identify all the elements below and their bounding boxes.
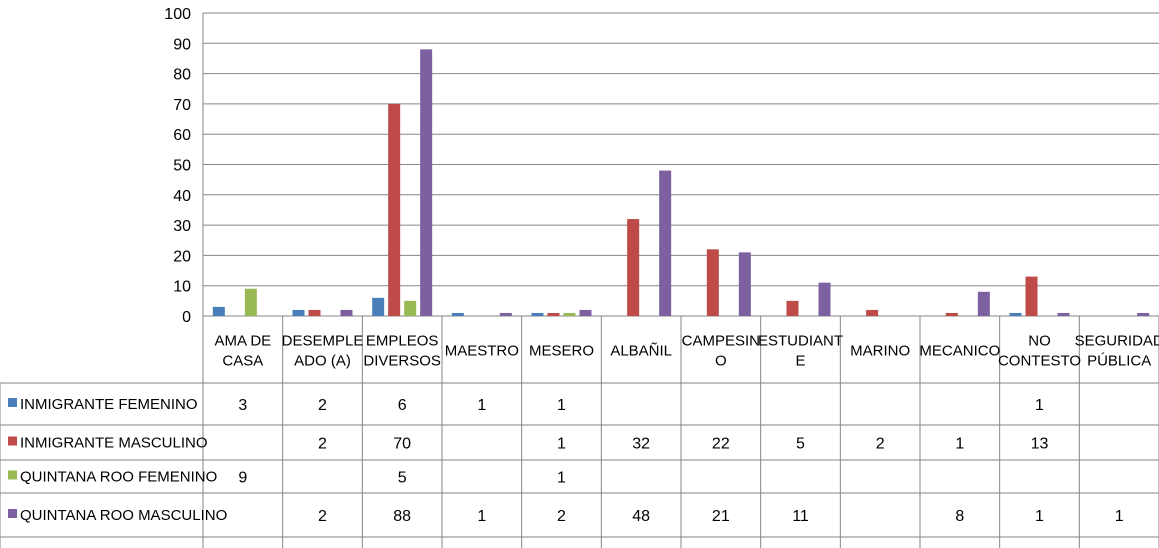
- table-cell-value: 3: [238, 397, 247, 414]
- table-cell-value: 2: [318, 508, 327, 525]
- legend-swatch: [8, 470, 17, 480]
- bar: [1009, 312, 1022, 316]
- legend-label: QUINTANA ROO FEMENINO: [20, 469, 217, 486]
- bar: [547, 312, 560, 316]
- y-tick-label: 30: [173, 218, 191, 235]
- table-cell-value: 21: [712, 508, 730, 525]
- category-label: O: [715, 353, 727, 370]
- bar: [977, 291, 990, 316]
- table-cell-value: 5: [796, 436, 805, 453]
- category-label: MESERO: [529, 343, 594, 360]
- category-label: DIVERSOS: [363, 353, 441, 370]
- table-cell-value: 88: [393, 508, 411, 525]
- bar: [1137, 312, 1150, 316]
- legend-label: INMIGRANTE FEMENINO: [20, 396, 198, 413]
- category-label: E: [795, 353, 805, 370]
- category-label: CASA: [222, 353, 263, 370]
- table-cell-value: 1: [1035, 397, 1044, 414]
- category-label: MARINO: [850, 343, 910, 360]
- bar: [531, 312, 544, 316]
- bar: [1057, 312, 1070, 316]
- bar: [738, 252, 751, 316]
- legend-label: QUINTANA ROO MASCULINO: [20, 507, 227, 524]
- bar: [451, 312, 464, 316]
- bar: [563, 312, 576, 316]
- table-cell-value: 48: [632, 508, 650, 525]
- y-tick-label: 80: [173, 67, 191, 84]
- category-label: ALBAÑIL: [610, 343, 672, 360]
- y-tick-label: 0: [182, 309, 191, 326]
- table-cell-value: 1: [557, 397, 566, 414]
- bar: [404, 300, 417, 316]
- bar: [372, 297, 385, 316]
- table-cell-value: 6: [398, 397, 407, 414]
- table-cell-value: 2: [876, 436, 885, 453]
- bar: [388, 103, 401, 317]
- category-label: NO: [1028, 333, 1051, 350]
- bar: [420, 49, 433, 317]
- y-tick-label: 40: [173, 188, 191, 205]
- y-tick-label: 20: [173, 248, 191, 265]
- table-cell-value: 2: [318, 436, 327, 453]
- table-cell-value: 8: [955, 508, 964, 525]
- table-cell-value: 11: [792, 508, 809, 525]
- legend-label: INMIGRANTE MASCULINO: [20, 435, 208, 452]
- y-tick-label: 60: [173, 127, 191, 144]
- category-label: SEGURIDAD: [1075, 333, 1159, 350]
- bar: [627, 219, 640, 316]
- table-cell-value: 2: [318, 397, 327, 414]
- category-label: CONTESTO: [998, 353, 1081, 370]
- table-cell-value: 5: [398, 470, 407, 487]
- bar: [212, 306, 225, 316]
- table-cell-value: 1: [477, 508, 486, 525]
- y-tick-label: 70: [173, 97, 191, 114]
- table-cell-value: 32: [632, 436, 650, 453]
- bar: [340, 309, 353, 316]
- category-label: DESEMPLE: [282, 333, 364, 350]
- table-cell-value: 1: [1035, 508, 1044, 525]
- bar: [292, 309, 305, 316]
- table-cell-value: 1: [557, 470, 566, 487]
- category-label: CAMPESIN: [682, 333, 760, 350]
- bar: [659, 170, 672, 316]
- legend-swatch: [8, 436, 17, 446]
- table-cell-value: 9: [238, 470, 247, 487]
- bar: [1025, 276, 1038, 316]
- bar: [308, 309, 321, 316]
- y-tick-label: 90: [173, 36, 191, 53]
- bar: [866, 309, 879, 316]
- bar: [945, 312, 958, 316]
- bar: [786, 300, 799, 316]
- bar: [706, 249, 719, 316]
- y-tick-label: 100: [164, 6, 191, 23]
- bar: [579, 309, 592, 316]
- category-label: PÚBLICA: [1087, 353, 1151, 370]
- table-cell-value: 1: [477, 397, 486, 414]
- category-label: MECANICO: [919, 343, 1000, 360]
- legend-swatch: [8, 398, 17, 407]
- table-cell-value: 1: [1115, 508, 1124, 525]
- table-cell-value: 22: [712, 436, 730, 453]
- table-cell-value: 70: [393, 436, 411, 453]
- category-label: ESTUDIANT: [758, 333, 843, 350]
- bar: [499, 312, 512, 316]
- bar: [244, 288, 257, 316]
- category-label: ADO (A): [294, 353, 351, 370]
- table-cell-value: 13: [1031, 436, 1049, 453]
- y-tick-label: 10: [173, 279, 191, 296]
- y-tick-label: 50: [173, 158, 191, 175]
- category-label: MAESTRO: [445, 343, 519, 360]
- legend-swatch: [8, 509, 17, 518]
- category-label: AMA DE: [214, 333, 271, 350]
- bar: [818, 282, 831, 316]
- table-cell-value: 2: [557, 508, 566, 525]
- table-cell-value: 1: [557, 436, 566, 453]
- category-label: EMPLEOS: [366, 333, 439, 350]
- table-cell-value: 1: [955, 436, 964, 453]
